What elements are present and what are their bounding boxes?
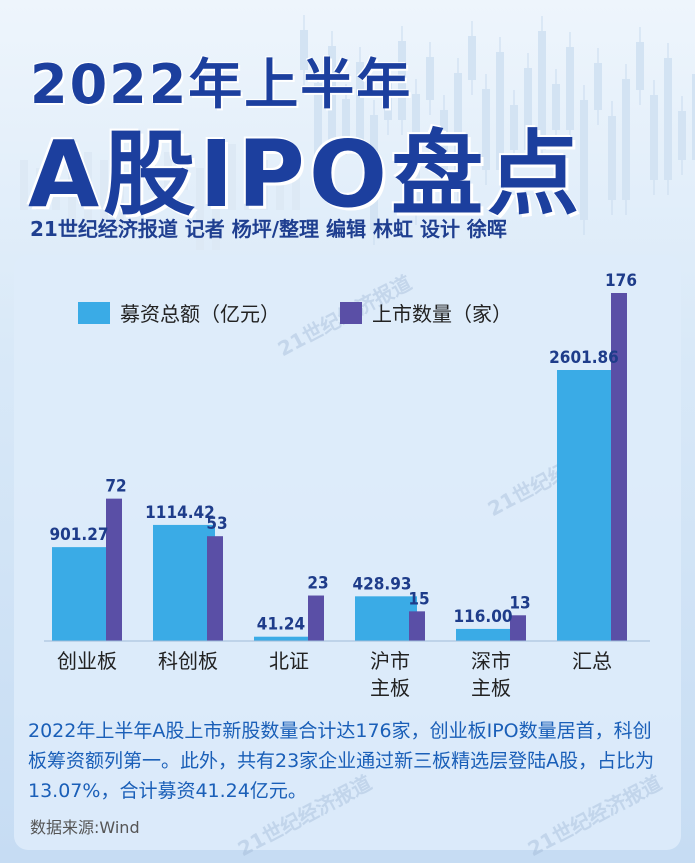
bar-amount-4 [456,628,518,641]
bar-amount-5 [557,370,619,641]
bar-count-5 [611,293,627,641]
byline: 21世纪经济报道 记者 杨坪/整理 编辑 林虹 设计 徐晖 [30,217,507,241]
bar-count-label-0: 72 [105,477,126,497]
bar-amount-label-4: 116.00 [453,607,512,627]
bar-amount-label-5: 2601.86 [549,348,619,368]
category-label-3: 沪市 [370,649,410,673]
data-source: 数据来源:Wind [30,818,140,837]
category-label-0: 创业板 [57,649,117,673]
title-year: 2022年上半年 [30,53,413,116]
legend-amount-swatch [78,301,110,324]
legend-count-swatch [340,301,362,324]
bar-count-3 [409,611,425,641]
bar-amount-label-0: 901.27 [49,525,108,545]
category-label-5: 汇总 [572,649,612,673]
bar-count-label-5: 176 [605,271,637,291]
category-label-4: 深市 [471,649,511,673]
bar-count-label-4: 13 [509,593,530,613]
bar-count-1 [207,536,223,641]
legend-amount: 募资总额（亿元） [78,298,280,327]
category-label-2: 北证 [269,649,309,673]
bar-count-label-2: 23 [307,574,328,594]
bar-count-label-3: 15 [408,589,429,609]
bar-count-0 [106,498,122,641]
page-title: A股IPO盘点 [28,121,584,228]
bar-count-4 [510,615,526,641]
legend-count: 上市数量（家） [340,298,512,327]
bar-count-label-1: 53 [206,514,227,534]
bar-amount-label-2: 41.24 [257,615,305,635]
bar-amount-1 [153,524,215,641]
legend-count-label: 上市数量（家） [372,302,512,326]
category-label-4: 主板 [471,676,511,700]
candlestick-background-icon [20,15,695,250]
bar-amount-2 [254,636,316,641]
bar-amount-3 [355,596,417,641]
category-label-1: 科创板 [158,649,218,673]
category-label-3: 主板 [370,676,410,700]
bar-amount-label-1: 1114.42 [145,503,215,523]
bar-amount-label-3: 428.93 [352,574,411,594]
bar-amount-0 [52,547,114,641]
legend-amount-label: 募资总额（亿元） [120,302,280,326]
bar-count-2 [308,595,324,641]
summary-text: 2022年上半年A股上市新股数量合计达176家，创业板IPO数量居首，科创板筹资… [28,720,655,802]
